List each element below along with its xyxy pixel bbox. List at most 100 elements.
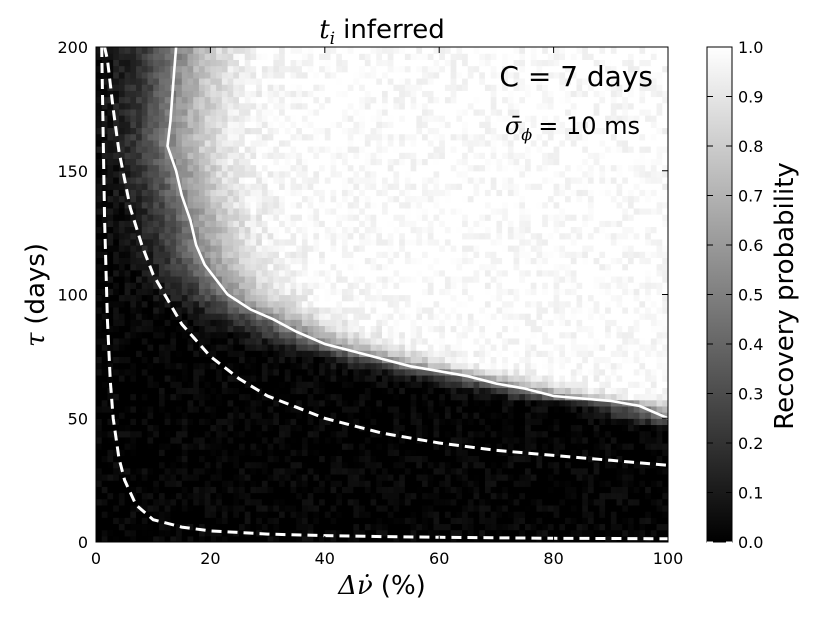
heatmap-cell bbox=[599, 294, 606, 302]
heatmap-cell bbox=[547, 356, 555, 364]
heatmap-cell bbox=[319, 480, 326, 487]
heatmap-cell bbox=[233, 331, 240, 339]
heatmap-cell bbox=[181, 405, 189, 413]
heatmap-cell bbox=[576, 461, 583, 469]
heatmap-cell bbox=[444, 238, 452, 246]
heatmap-cell bbox=[370, 504, 377, 512]
heatmap-cell bbox=[347, 455, 354, 463]
heatmap-cell bbox=[593, 362, 600, 370]
heatmap-cell bbox=[301, 443, 309, 450]
heatmap-cell bbox=[433, 381, 440, 388]
heatmap-cell bbox=[330, 282, 337, 289]
heatmap-cell bbox=[422, 467, 429, 475]
heatmap-cell bbox=[170, 443, 177, 450]
heatmap-cell bbox=[187, 257, 194, 265]
heatmap-cell bbox=[542, 344, 549, 351]
heatmap-cell bbox=[307, 473, 314, 481]
heatmap-cell bbox=[513, 529, 520, 537]
heatmap-cell bbox=[645, 331, 652, 339]
heatmap-cell bbox=[559, 387, 566, 395]
heatmap-cell bbox=[502, 282, 509, 289]
heatmap-cell bbox=[444, 257, 452, 265]
heatmap-cell bbox=[239, 399, 246, 407]
heatmap-cell bbox=[353, 356, 360, 364]
heatmap-cell bbox=[530, 263, 538, 271]
heatmap-cell bbox=[427, 498, 435, 506]
heatmap-cell bbox=[141, 350, 149, 357]
heatmap-cell bbox=[479, 362, 486, 370]
heatmap-cell bbox=[193, 412, 200, 419]
heatmap-cell bbox=[158, 288, 166, 296]
heatmap-cell bbox=[582, 449, 589, 456]
heatmap-cell bbox=[124, 467, 131, 475]
heatmap-cell bbox=[267, 319, 274, 327]
heatmap-cell bbox=[507, 387, 515, 395]
heatmap-cell bbox=[553, 523, 560, 531]
heatmap-cell bbox=[570, 535, 578, 542]
heatmap-cell bbox=[410, 263, 417, 271]
heatmap-cell bbox=[158, 263, 166, 271]
heatmap-cell bbox=[593, 263, 600, 271]
heatmap-cell bbox=[198, 412, 206, 419]
heatmap-cell bbox=[422, 337, 429, 345]
heatmap-cell bbox=[427, 257, 435, 265]
heatmap-cell bbox=[519, 245, 526, 252]
heatmap-cell bbox=[307, 381, 314, 388]
heatmap-cell bbox=[370, 418, 377, 426]
heatmap-cell bbox=[204, 418, 211, 426]
heatmap-cell bbox=[307, 368, 314, 376]
heatmap-cell bbox=[290, 424, 297, 432]
heatmap-cell bbox=[553, 251, 560, 258]
heatmap-cell bbox=[382, 350, 389, 357]
heatmap-cell bbox=[404, 405, 412, 413]
heatmap-cell bbox=[599, 412, 606, 419]
heatmap-cell bbox=[124, 238, 131, 246]
heatmap-cell bbox=[118, 319, 126, 327]
heatmap-cell bbox=[239, 418, 246, 426]
heatmap-cell bbox=[376, 300, 383, 308]
heatmap-cell bbox=[141, 523, 149, 531]
heatmap-cell bbox=[187, 492, 194, 500]
heatmap-cell bbox=[319, 331, 326, 339]
heatmap-cell bbox=[473, 362, 480, 370]
heatmap-cell bbox=[462, 350, 469, 357]
heatmap-cell bbox=[519, 306, 526, 314]
heatmap-cell bbox=[353, 374, 360, 382]
heatmap-cell bbox=[519, 504, 526, 512]
heatmap-cell bbox=[479, 399, 486, 407]
heatmap-cell bbox=[130, 529, 137, 537]
heatmap-cell bbox=[130, 269, 137, 277]
heatmap-cell bbox=[622, 282, 629, 289]
heatmap-cell bbox=[656, 313, 663, 320]
heatmap-cell bbox=[210, 319, 217, 327]
heatmap-cell bbox=[210, 269, 217, 277]
heatmap-cell bbox=[96, 275, 103, 283]
heatmap-cell bbox=[153, 269, 160, 277]
heatmap-cell bbox=[565, 288, 572, 296]
heatmap-cell bbox=[319, 449, 326, 456]
heatmap-cell bbox=[502, 374, 509, 382]
heatmap-cell bbox=[496, 511, 503, 518]
heatmap-cell bbox=[382, 362, 389, 370]
heatmap-cell bbox=[404, 356, 412, 364]
heatmap-cell bbox=[210, 436, 217, 444]
heatmap-cell bbox=[393, 288, 400, 296]
heatmap-cell bbox=[256, 282, 263, 289]
heatmap-cell bbox=[439, 257, 446, 265]
heatmap-cell bbox=[347, 331, 354, 339]
heatmap-cell bbox=[547, 504, 555, 512]
heatmap-cell bbox=[376, 257, 383, 265]
heatmap-cell bbox=[347, 517, 354, 525]
heatmap-cell bbox=[473, 350, 480, 357]
heatmap-cell bbox=[444, 313, 452, 320]
heatmap-cell bbox=[662, 300, 668, 308]
heatmap-cell bbox=[176, 344, 183, 351]
heatmap-cell bbox=[204, 523, 211, 531]
heatmap-cell bbox=[656, 263, 663, 271]
heatmap-cell bbox=[181, 356, 189, 364]
heatmap-cell bbox=[605, 486, 612, 494]
heatmap-cell bbox=[387, 486, 395, 494]
heatmap-cell bbox=[565, 480, 572, 487]
heatmap-cell bbox=[261, 455, 269, 463]
heatmap-cell bbox=[507, 325, 515, 333]
